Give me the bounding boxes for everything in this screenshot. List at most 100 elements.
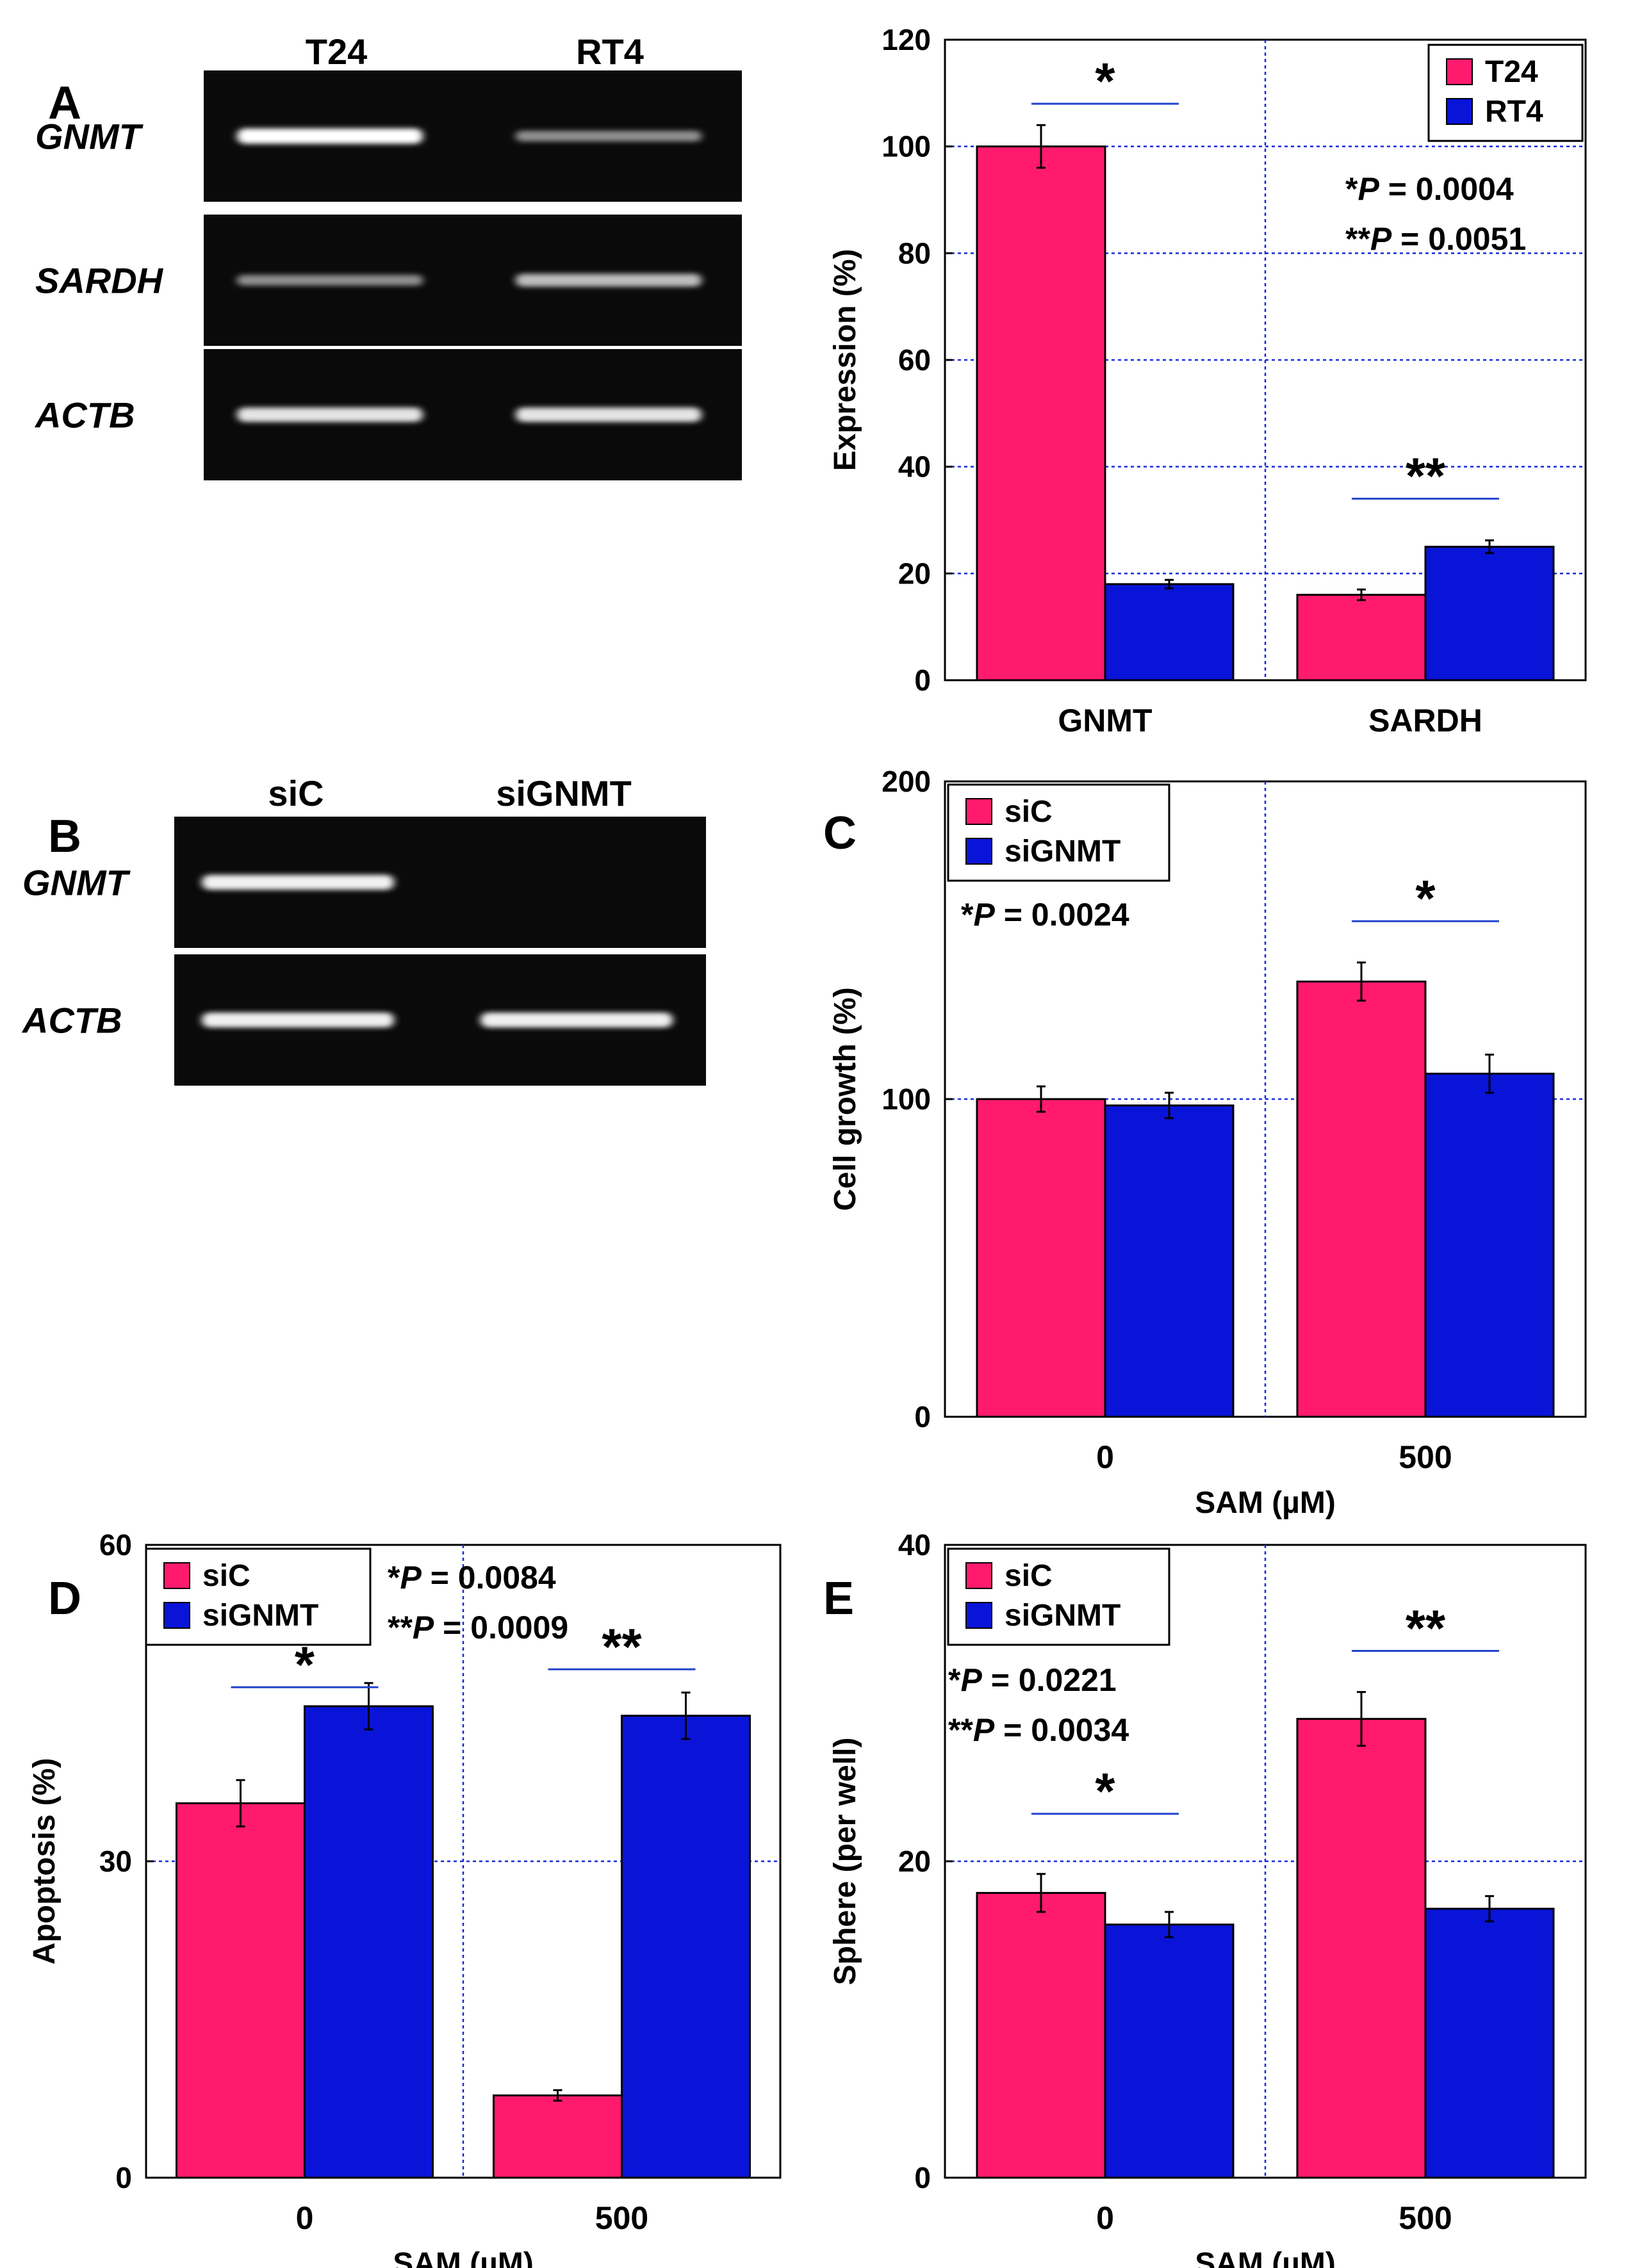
panel-label-e: E [823,1573,854,1624]
gel-band [237,275,423,286]
p-value-annotation: *P = 0.0084 [388,1560,556,1595]
gel-lane-label: RT4 [576,31,644,72]
p-value-annotation: *P = 0.0004 [1345,171,1514,207]
gel-band [516,131,702,142]
legend-label: T24 [1485,55,1538,89]
y-tick-label: 0 [115,2161,132,2194]
panel-label-b: B [48,811,81,862]
gel-band [237,128,423,144]
significance-star: * [1095,1763,1115,1820]
significance-star: * [1415,870,1436,927]
legend-label: siGNMT [202,1599,318,1633]
bar [1104,1104,1235,1418]
x-category-label: GNMT [1058,703,1152,738]
y-tick-label: 0 [914,1400,931,1433]
y-axis-label: Expression (%) [828,249,862,471]
y-tick-label: 0 [914,2161,931,2194]
y-tick-label: 100 [882,1082,931,1116]
gel-panel-a: T24 RT4 GNMT SARDH ACTB [34,31,742,480]
legend-swatch [965,838,992,865]
y-tick-label: 0 [914,664,931,697]
bar [976,1891,1106,2179]
y-tick-label: 120 [882,23,931,56]
bar [1424,1072,1555,1418]
x-axis-label: SAM (µM) [1195,2247,1336,2268]
significance-star: ** [602,1618,642,1675]
y-axis-label: Apoptosis (%) [28,1758,62,1965]
gene-label: GNMT [22,863,131,903]
legend-swatch [965,1602,992,1629]
y-tick-label: 80 [898,236,931,270]
gel-lane-label: siGNMT [496,773,632,813]
significance-star: ** [1406,448,1446,505]
y-tick-label: 60 [99,1528,132,1562]
significance-star: ** [1406,1599,1446,1656]
y-tick-label: 20 [898,1845,931,1878]
bar [1424,546,1555,681]
bar [1104,1923,1235,2179]
gel-band [516,273,702,287]
x-category-label: 0 [1096,2200,1114,2236]
y-tick-label: 100 [882,130,931,163]
p-value-annotation: **P = 0.0051 [1345,221,1526,257]
legend-label: siC [1005,795,1053,829]
gene-label: ACTB [21,1000,122,1041]
legend-swatch [163,1562,190,1589]
legend-label: siGNMT [1005,1599,1120,1633]
gel-panel-b: siC siGNMT GNMT ACTB [21,773,706,1086]
gene-label: GNMT [35,117,144,157]
y-axis-label: Sphere (per well) [828,1738,862,1986]
bar [976,145,1106,681]
gene-label: ACTB [34,395,135,436]
legend-swatch [965,798,992,825]
panel-label-c: C [823,808,857,859]
x-axis-label: SAM (µM) [393,2247,534,2268]
bar [976,1098,1106,1418]
legend-label: siGNMT [1005,835,1120,869]
x-category-label: 0 [296,2200,314,2236]
legend-label: siC [202,1559,250,1593]
gel-band [202,1012,394,1028]
bar [304,1705,434,2179]
chart-d: 0 30 60 0 500 SAM (µM) Apoptosis (%) * * **P = 0.… [28,1528,782,2268]
x-category-label: 500 [595,2200,648,2236]
gel-band [202,874,394,890]
x-category-label: 500 [1399,1439,1452,1475]
y-tick-label: 40 [898,450,931,484]
p-value-annotation: **P = 0.0034 [948,1712,1129,1748]
y-tick-label: 20 [898,557,931,590]
bar [621,1715,751,2179]
gel-band [516,407,702,422]
gel-lane-label: siC [268,773,324,813]
legend-swatch [1446,58,1473,85]
x-axis-label: SAM (µM) [1195,1486,1336,1520]
gel-lane-label: T24 [306,31,368,72]
legend-swatch [965,1562,992,1589]
y-axis-label: Cell growth (%) [828,987,862,1211]
panel-label-d: D [48,1573,81,1624]
bar [1104,583,1235,681]
x-category-label: SARDH [1368,703,1482,738]
bar [176,1802,306,2179]
gel-band [480,1012,673,1028]
x-category-label: 0 [1096,1439,1114,1475]
bar [1424,1907,1555,2179]
x-category-label: 500 [1399,2200,1452,2236]
bar [1296,1718,1427,2179]
y-tick-label: 30 [99,1845,132,1878]
chart-c: 0 100 200 0 500 SAM (µM) Cell growth (%) * *P = … [828,765,1587,1520]
p-value-annotation: *P = 0.0024 [961,897,1129,933]
significance-star: * [1095,53,1115,110]
legend-swatch [1446,98,1473,125]
y-tick-label: 40 [898,1528,931,1562]
y-tick-label: 60 [898,343,931,377]
p-value-annotation: *P = 0.0221 [948,1662,1117,1698]
panel-label-a: A [48,78,81,129]
bar [1296,980,1427,1418]
bar [1296,594,1427,681]
y-tick-label: 200 [882,765,931,798]
gene-label: SARDH [35,261,164,301]
